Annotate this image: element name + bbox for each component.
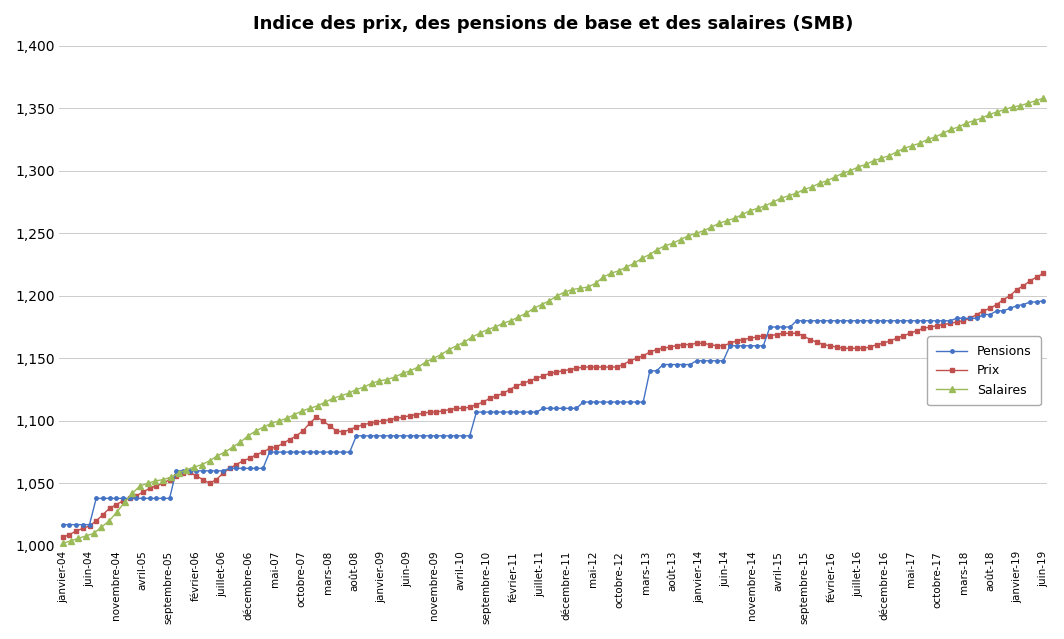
Line: Salaires: Salaires — [60, 95, 1047, 547]
Salaires — [56, 539, 69, 547]
Pensions — [544, 404, 556, 412]
Prix — [1037, 270, 1050, 277]
Line: Pensions: Pensions — [61, 299, 1045, 527]
Pensions — [523, 408, 536, 416]
Salaires — [1037, 95, 1050, 102]
Pensions — [1037, 297, 1050, 305]
Prix — [56, 534, 69, 541]
Legend: Pensions, Prix, Salaires: Pensions, Prix, Salaires — [927, 336, 1041, 405]
Pensions — [656, 361, 669, 369]
Salaires — [296, 407, 309, 415]
Prix — [656, 344, 669, 352]
Line: Prix: Prix — [61, 272, 1045, 539]
Prix — [523, 377, 536, 385]
Salaires — [458, 338, 470, 346]
Prix — [244, 454, 256, 462]
Salaires — [419, 358, 432, 366]
Prix — [544, 369, 556, 377]
Salaires — [566, 286, 579, 293]
Salaires — [898, 144, 911, 152]
Pensions — [123, 495, 136, 502]
Pensions — [750, 342, 763, 350]
Pensions — [244, 465, 256, 472]
Title: Indice des prix, des pensions de base et des salaires (SMB): Indice des prix, des pensions de base et… — [253, 15, 853, 33]
Pensions — [56, 521, 69, 528]
Salaires — [991, 108, 1003, 116]
Prix — [123, 495, 136, 502]
Prix — [750, 333, 763, 341]
